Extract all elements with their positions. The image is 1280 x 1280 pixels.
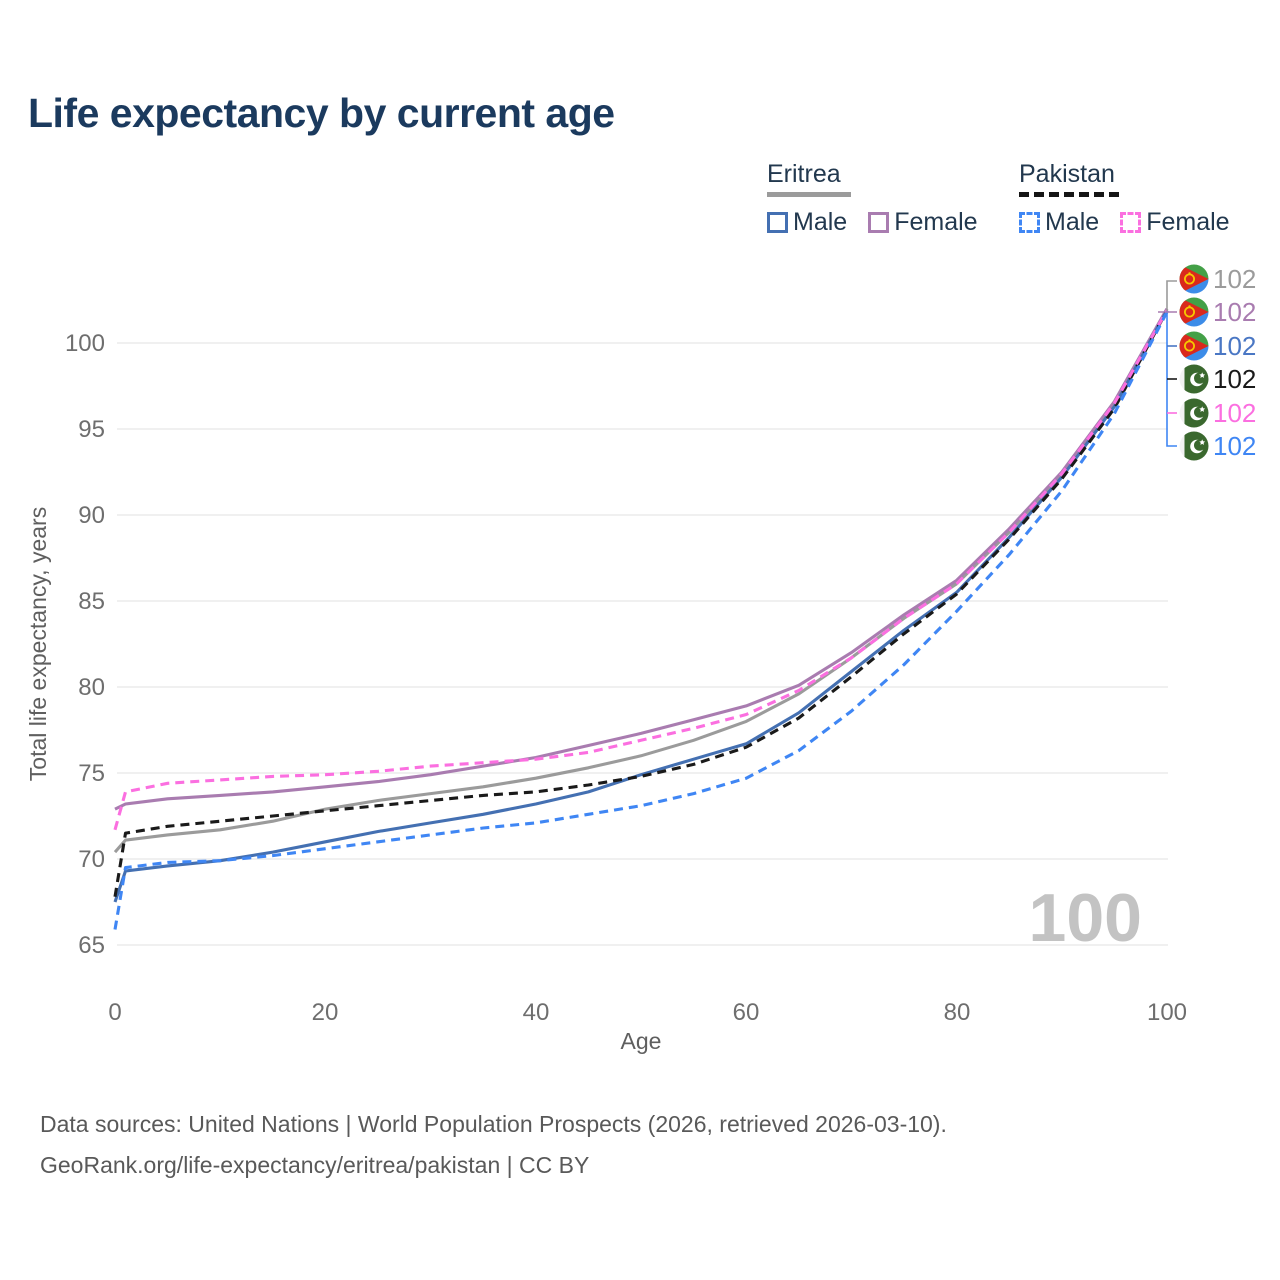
svg-text:0: 0	[108, 999, 121, 1026]
endpoint-value: 102	[1213, 264, 1256, 294]
legend-item-eritrea-male[interactable]: Male	[767, 208, 847, 237]
series-lines	[113, 307, 1169, 930]
svg-text:90: 90	[78, 502, 105, 529]
legend-label: Male	[793, 208, 848, 236]
legend-eritrea-name: Eritrea	[767, 160, 841, 188]
series-pakistan-total	[113, 309, 1169, 898]
legend-pakistan-name: Pakistan	[1019, 160, 1115, 188]
eritrea-flag-icon	[1179, 264, 1209, 294]
pakistan-male-swatch	[1019, 212, 1040, 233]
legend-label: Female	[894, 208, 978, 236]
series-pakistan-male	[113, 311, 1169, 930]
endpoint-value: 102	[1213, 431, 1256, 461]
eritrea-female-swatch	[868, 212, 890, 233]
y-axis-ticks: 100 95 90 85 80 75 70 65	[65, 330, 105, 959]
eritrea-solid-line-key	[767, 192, 851, 197]
eritrea-flag-icon	[1179, 297, 1209, 327]
svg-text:60: 60	[733, 999, 760, 1026]
svg-text:20: 20	[312, 999, 339, 1026]
pakistan-flag-icon	[1180, 431, 1210, 461]
footer-line-2: GeoRank.org/life-expectancy/eritrea/paki…	[40, 1152, 590, 1178]
legend-item-pakistan-female[interactable]: Female	[1120, 208, 1230, 237]
legend-label: Female	[1146, 208, 1230, 236]
page-title: Life expectancy by current age	[28, 90, 615, 136]
series-eritrea-female	[114, 307, 1169, 811]
svg-text:70: 70	[78, 846, 105, 873]
legend-group-eritrea: Eritrea Male Female	[767, 160, 994, 237]
svg-text:100: 100	[1147, 999, 1187, 1026]
svg-text:75: 75	[78, 760, 105, 787]
series-pakistan-female	[113, 309, 1169, 831]
pakistan-dashed-line-key	[1019, 192, 1119, 197]
endpoint-value: 102	[1213, 398, 1256, 428]
svg-text:65: 65	[78, 932, 105, 959]
age-counter-watermark: 100	[1029, 880, 1142, 956]
legend-item-pakistan-male[interactable]: Male	[1019, 208, 1099, 237]
pakistan-flag-icon	[1180, 398, 1210, 428]
svg-text:80: 80	[78, 674, 105, 701]
endpoint-value: 102	[1213, 331, 1256, 361]
legend-group-pakistan: Pakistan Male Female	[1019, 160, 1246, 237]
x-axis-title: Age	[621, 1028, 662, 1054]
eritrea-male-swatch	[767, 212, 788, 233]
x-axis-ticks: 0 20 40 60 80 100	[108, 999, 1187, 1026]
svg-text:80: 80	[944, 999, 971, 1026]
data-sources-footer: Data sources: United Nations | World Pop…	[40, 1104, 947, 1186]
legend-label: Male	[1045, 208, 1100, 236]
eritrea-flag-icon	[1179, 331, 1209, 361]
svg-text:40: 40	[523, 999, 550, 1026]
svg-text:85: 85	[78, 588, 105, 615]
svg-text:100: 100	[65, 330, 105, 357]
pakistan-flag-icon	[1180, 364, 1210, 394]
endpoint-value: 102	[1213, 297, 1256, 327]
pakistan-female-swatch	[1120, 212, 1142, 233]
endpoint-leader-lines	[1158, 280, 1177, 447]
endpoint-value-labels: 102 102 102 102 102 102	[1213, 264, 1256, 461]
y-axis-title: Total life expectancy, years	[25, 507, 51, 781]
series-eritrea-total	[113, 309, 1169, 854]
endpoint-value: 102	[1213, 364, 1256, 394]
series-eritrea-male	[113, 309, 1169, 903]
footer-line-1: Data sources: United Nations | World Pop…	[40, 1111, 947, 1137]
svg-text:95: 95	[78, 416, 105, 443]
legend-item-eritrea-female[interactable]: Female	[868, 208, 978, 237]
